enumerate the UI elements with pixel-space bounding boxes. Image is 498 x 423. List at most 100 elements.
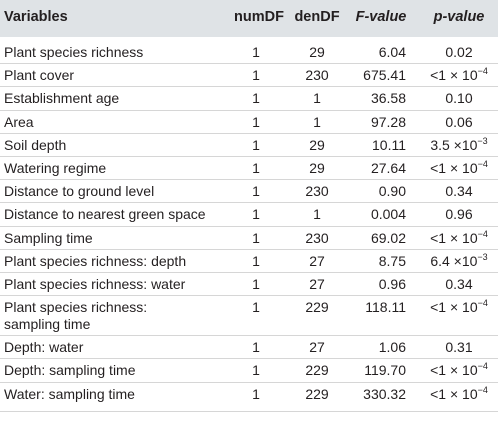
p-value-base: 0.10 [445, 90, 473, 107]
dendf-cell: 29 [309, 44, 325, 60]
table-row: Area 1 1 97.28 0.06 [0, 111, 498, 134]
p-value-exponent: −4 [477, 384, 488, 395]
f-value-cell: 0.90 [378, 183, 406, 200]
variable-cell: Distance to ground level [4, 183, 155, 200]
table-row: Distance to nearest green space 1 1 0.004 0.… [0, 203, 498, 226]
table-row: Plant species richness: water 1 27 0.96 0.34 [0, 273, 498, 296]
header-p-value: p-value [433, 9, 485, 25]
p-value-exponent: −4 [477, 228, 488, 239]
p-value-exponent: −4 [477, 66, 488, 77]
f-value-cell: 27.64 [370, 160, 406, 176]
table-row: Establishment age 1 1 36.58 0.10 [0, 87, 498, 110]
f-value-cell: 0.96 [378, 276, 406, 292]
dendf-cell: 1 [313, 206, 321, 223]
variable-cell: Depth: sampling time [4, 362, 136, 379]
f-value-cell: 8.75 [378, 252, 406, 269]
row-divider [0, 272, 498, 273]
row-divider [0, 225, 498, 227]
table-row: Watering regime 1 29 27.64 <1 × 10−4 [0, 157, 498, 180]
variable-cell: Distance to nearest green space [4, 206, 206, 223]
f-value-cell: 69.02 [370, 229, 406, 246]
numdf-cell: 1 [252, 276, 260, 292]
p-value-cell: 0.96 [420, 206, 498, 223]
table-row: Sampling time 1 230 69.02 <1 × 10−4 [0, 227, 498, 250]
p-value-base: <1 × 10 [430, 362, 478, 379]
numdf-cell: 1 [252, 385, 260, 402]
row-divider [0, 132, 498, 134]
header-f-value: F-value [355, 9, 407, 25]
table-bottom-rule [0, 411, 498, 412]
p-value-cell: <1 × 10−4 [420, 228, 498, 247]
header-numdf: numDF [234, 9, 284, 25]
p-value-base: <1 × 10 [430, 385, 478, 402]
p-value-base: <1 × 10 [430, 67, 478, 84]
variable-cell: Plant cover [4, 67, 75, 84]
dendf-cell: 230 [305, 229, 329, 246]
numdf-cell: 1 [252, 229, 260, 246]
numdf-cell: 1 [252, 160, 260, 176]
row-divider [0, 202, 498, 204]
p-value-base: 6.4 ×10 [430, 252, 478, 269]
numdf-cell: 1 [252, 113, 260, 130]
numdf-cell: 1 [252, 183, 260, 200]
f-value-cell: 0.004 [370, 206, 406, 223]
dendf-cell: 229 [305, 385, 329, 402]
p-value-cell: <1 × 10−4 [420, 362, 498, 379]
p-value-exponent: −4 [477, 298, 488, 309]
numdf-cell: 1 [252, 44, 260, 60]
p-value-cell: 0.02 [420, 44, 498, 61]
f-value-cell: 675.41 [363, 67, 406, 84]
dendf-cell: 230 [305, 183, 329, 200]
table-row: Water: sampling time 1 229 330.32 <1 × 10−4 [0, 383, 498, 406]
numdf-cell: 1 [252, 299, 260, 316]
variable-cell: Depth: water [4, 339, 84, 356]
dendf-cell: 27 [309, 339, 325, 356]
p-value-cell: 6.4 ×10−3 [420, 251, 498, 270]
p-value-cell: <1 × 10−4 [420, 67, 498, 84]
row-divider [0, 335, 498, 337]
row-divider [0, 63, 498, 65]
row-divider [0, 156, 498, 157]
row-divider [0, 295, 498, 297]
p-value-cell: <1 × 10−4 [420, 299, 498, 316]
table-row: Depth: sampling time 1 229 119.70 <1 × 10−4 [0, 359, 498, 382]
p-value-base: <1 × 10 [430, 160, 478, 176]
dendf-cell: 1 [313, 90, 321, 107]
p-value-base: 0.02 [445, 44, 473, 60]
p-value-base: 0.31 [445, 339, 473, 356]
variable-cell: Watering regime [4, 160, 107, 176]
variable-cell-line2: sampling time [4, 316, 91, 333]
numdf-cell: 1 [252, 339, 260, 356]
f-value-cell: 330.32 [363, 385, 406, 402]
table-row: Plant species richness 1 29 6.04 0.02 [0, 41, 498, 64]
dendf-cell: 229 [305, 299, 329, 316]
f-value-cell: 10.11 [372, 136, 406, 153]
numdf-cell: 1 [252, 362, 260, 379]
p-value-cell: 0.06 [420, 114, 498, 131]
dendf-cell: 27 [309, 276, 325, 292]
numdf-cell: 1 [252, 136, 260, 153]
header-dendf: denDF [294, 9, 340, 25]
f-value-cell: 1.06 [378, 339, 406, 356]
row-divider [0, 86, 498, 88]
variable-cell: Plant species richness: depth [4, 252, 187, 269]
variable-cell: Water: sampling time [4, 385, 135, 402]
p-value-exponent: −3 [477, 251, 488, 262]
p-value-exponent: −3 [477, 135, 488, 146]
numdf-cell: 1 [252, 67, 260, 84]
numdf-cell: 1 [252, 252, 260, 269]
p-value-cell: 0.31 [420, 339, 498, 356]
f-value-cell: 97.28 [370, 113, 406, 130]
row-divider [0, 109, 498, 111]
numdf-cell: 1 [252, 206, 260, 223]
p-value-base: 3.5 ×10 [430, 136, 478, 153]
table-row: Soil depth 1 29 10.11 3.5 ×10−3 [0, 134, 498, 157]
dendf-cell: 1 [313, 113, 321, 130]
f-value-cell: 118.11 [365, 299, 406, 316]
table-row: Plant species richness: sampling time 1 229… [0, 296, 498, 336]
dendf-cell: 29 [309, 160, 325, 176]
dendf-cell: 229 [305, 362, 329, 379]
dendf-cell: 230 [305, 67, 329, 84]
p-value-base: 0.34 [445, 183, 473, 200]
p-value-base: 0.34 [445, 276, 473, 292]
